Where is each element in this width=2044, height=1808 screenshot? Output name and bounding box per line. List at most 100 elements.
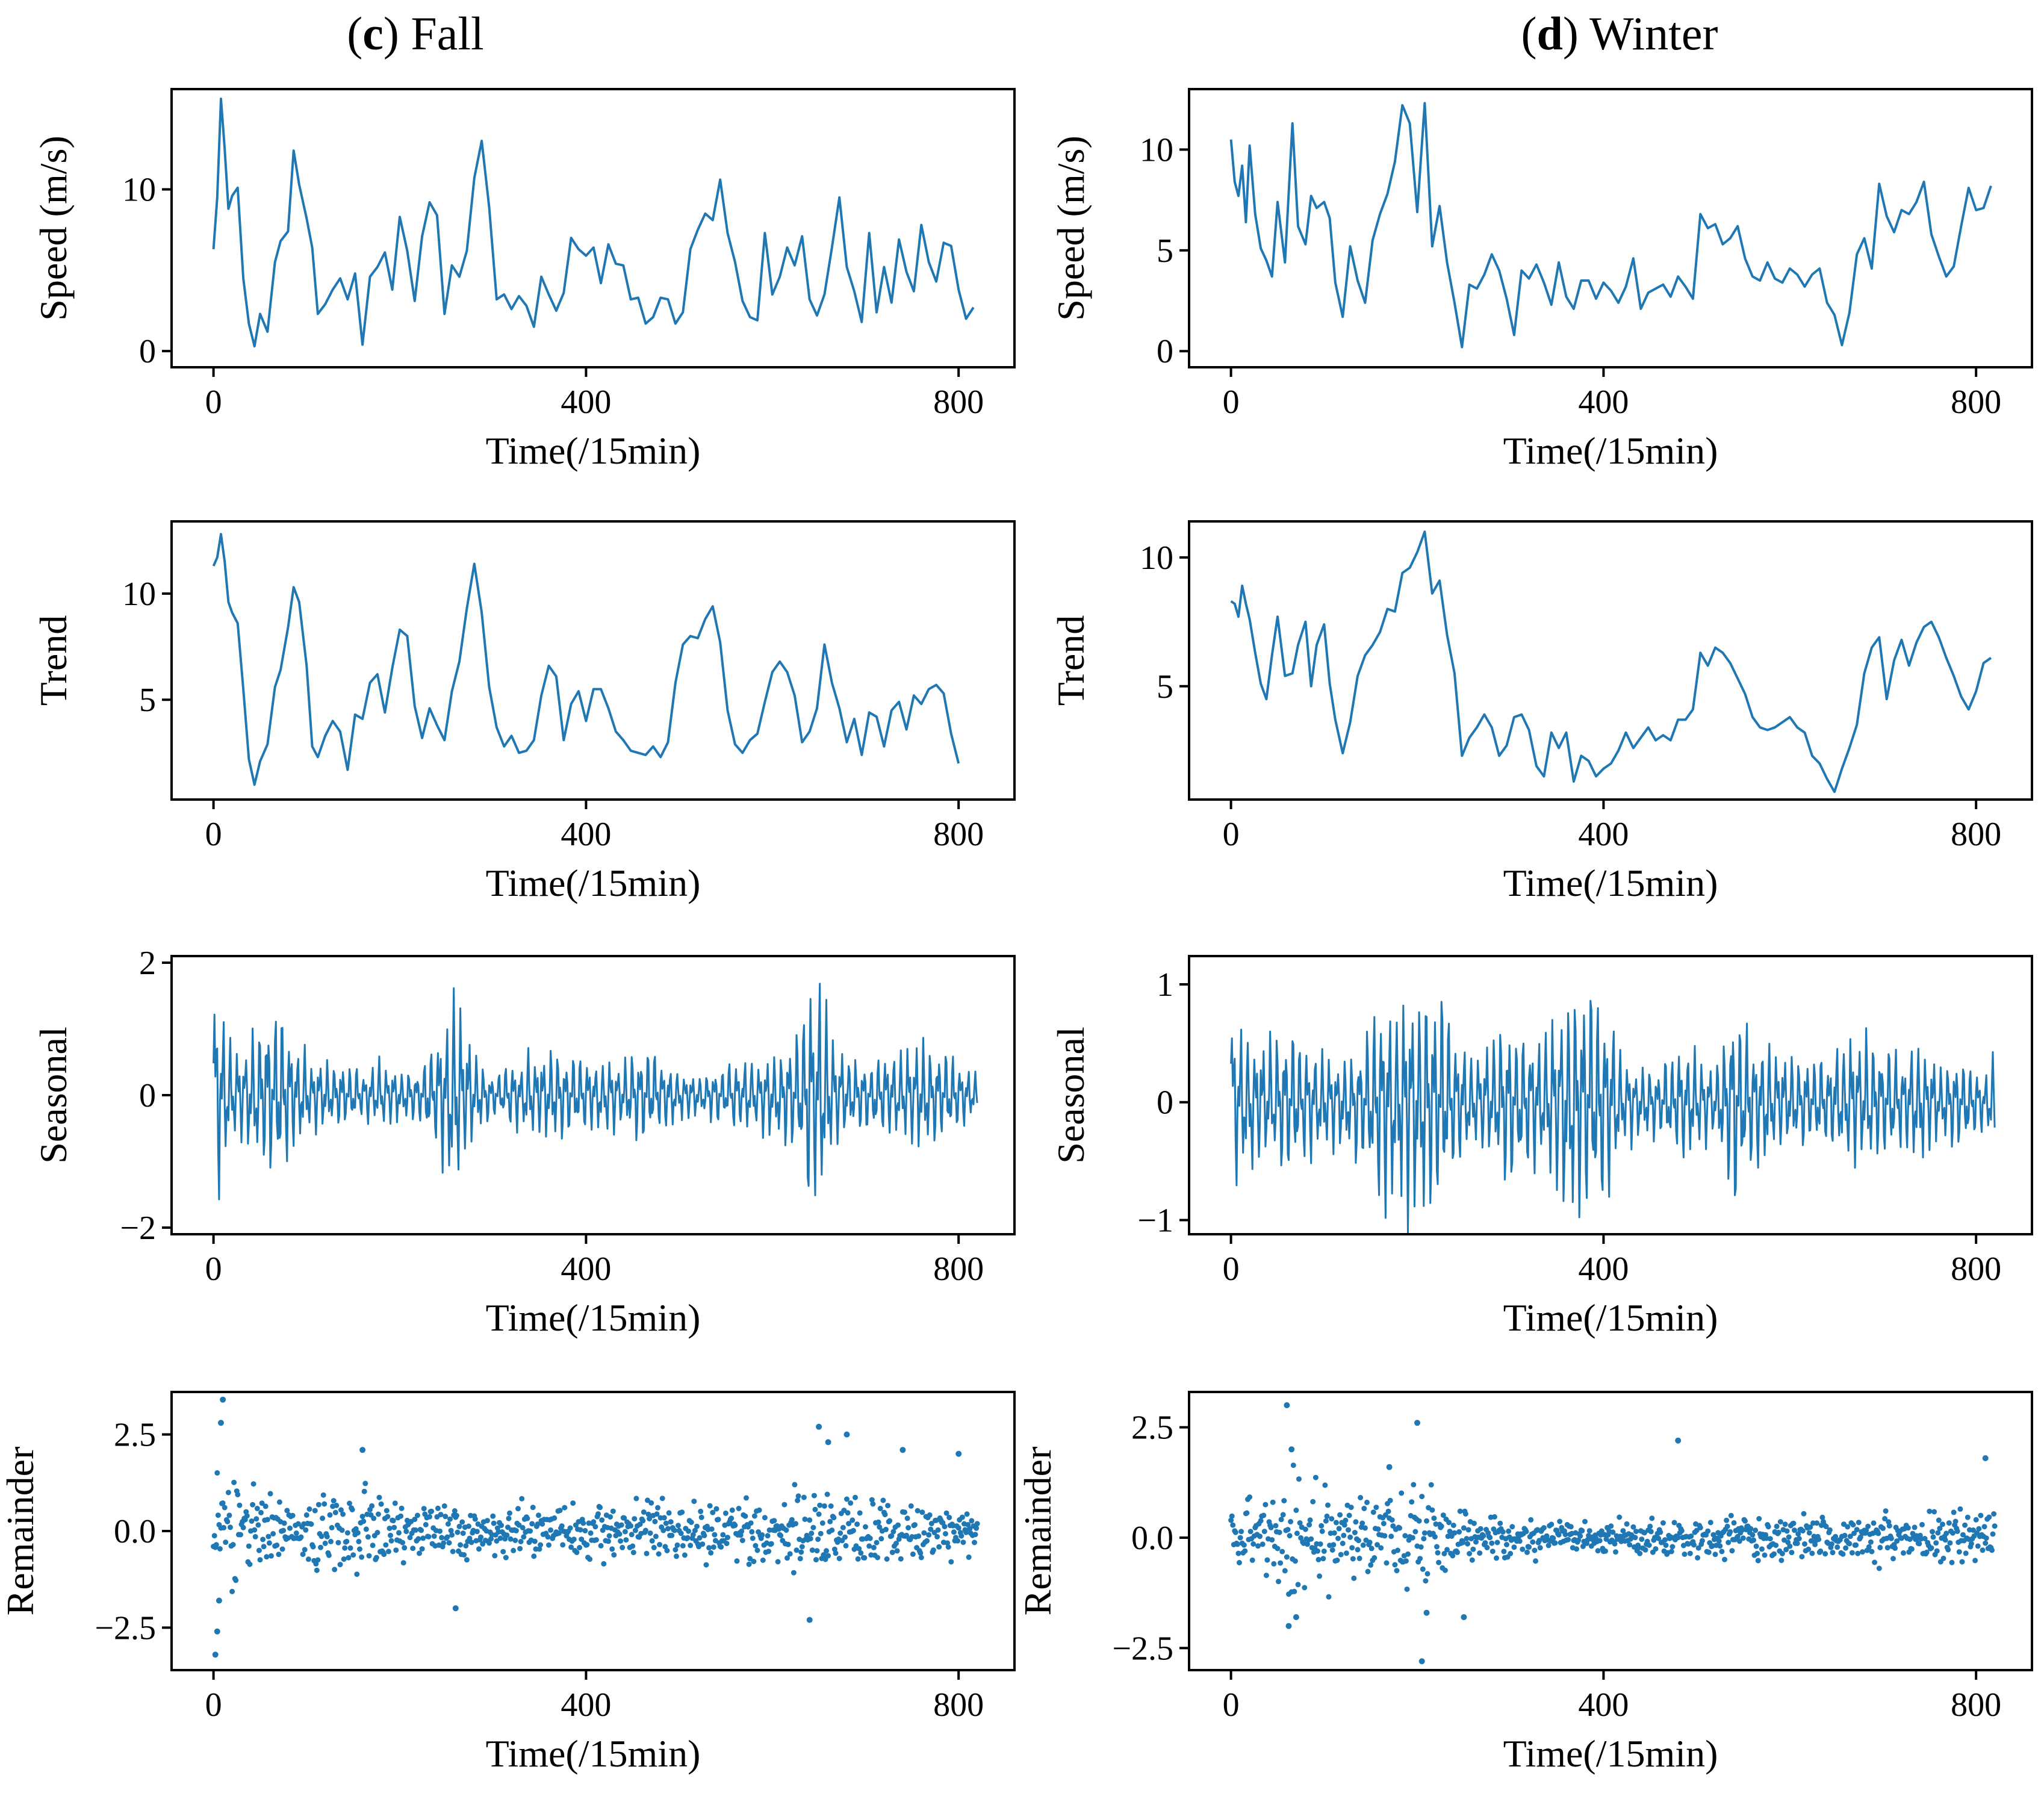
data-point bbox=[435, 1505, 441, 1511]
data-point bbox=[262, 1503, 269, 1509]
x-tick-label: 400 bbox=[1578, 1250, 1629, 1288]
data-point bbox=[1244, 1510, 1250, 1516]
data-point bbox=[854, 1521, 860, 1527]
data-point bbox=[811, 1493, 817, 1499]
data-point bbox=[1912, 1524, 1918, 1530]
x-axis-label: Time(/15min) bbox=[486, 429, 701, 472]
data-point bbox=[1975, 1543, 1981, 1549]
data-point bbox=[529, 1521, 535, 1527]
y-axis-label: Trend bbox=[32, 615, 75, 706]
data-point bbox=[1282, 1568, 1288, 1574]
data-point bbox=[1409, 1535, 1415, 1541]
data-point bbox=[599, 1517, 605, 1523]
data-point bbox=[882, 1512, 888, 1518]
series-line bbox=[1229, 102, 1992, 349]
data-point bbox=[1317, 1541, 1323, 1547]
data-point bbox=[539, 1521, 545, 1527]
data-point bbox=[588, 1530, 594, 1536]
data-point bbox=[831, 1515, 837, 1521]
data-point bbox=[965, 1522, 971, 1527]
data-point bbox=[1404, 1586, 1410, 1592]
data-point bbox=[1356, 1555, 1362, 1561]
y-tick-label: 0 bbox=[139, 1077, 156, 1114]
data-point bbox=[1989, 1547, 1995, 1553]
data-point bbox=[332, 1567, 338, 1573]
data-point bbox=[1382, 1533, 1388, 1539]
data-point bbox=[1753, 1527, 1759, 1533]
data-point bbox=[1890, 1556, 1896, 1562]
data-point bbox=[1951, 1509, 1957, 1515]
plot-frame bbox=[170, 88, 1016, 368]
data-point bbox=[801, 1494, 807, 1500]
data-point bbox=[768, 1541, 774, 1547]
data-point bbox=[707, 1503, 713, 1509]
data-point bbox=[536, 1512, 541, 1518]
data-point bbox=[945, 1544, 951, 1550]
data-point bbox=[732, 1522, 738, 1528]
data-point bbox=[1349, 1545, 1355, 1551]
data-point bbox=[506, 1515, 512, 1521]
data-point bbox=[1950, 1530, 1955, 1536]
data-point bbox=[1403, 1558, 1409, 1564]
data-point bbox=[361, 1488, 367, 1494]
series-line bbox=[212, 533, 960, 786]
x-tick-label: 400 bbox=[1578, 384, 1629, 421]
data-point bbox=[584, 1542, 590, 1548]
y-tick-label: 5 bbox=[139, 682, 156, 719]
data-point bbox=[244, 1513, 250, 1519]
data-point bbox=[524, 1515, 530, 1521]
data-point bbox=[1305, 1541, 1310, 1547]
data-point bbox=[746, 1561, 752, 1567]
data-point bbox=[503, 1555, 509, 1561]
data-point bbox=[1382, 1512, 1388, 1518]
data-point bbox=[341, 1556, 347, 1562]
panel-winter-speed: 0 400 800 0 5 10 Time(/15min) Speed (m/s) bbox=[1049, 88, 2033, 472]
panel-winter-trend: 0 400 800 5 10 Time(/15min) Trend bbox=[1049, 520, 2033, 904]
data-point bbox=[577, 1545, 583, 1550]
data-point bbox=[1373, 1505, 1379, 1511]
data-point bbox=[1484, 1544, 1490, 1550]
data-point bbox=[290, 1512, 296, 1518]
data-point bbox=[1545, 1542, 1552, 1549]
data-point bbox=[1261, 1512, 1267, 1518]
data-point bbox=[1550, 1535, 1556, 1541]
data-point bbox=[685, 1535, 691, 1541]
data-point bbox=[478, 1534, 484, 1540]
data-point bbox=[1335, 1535, 1341, 1541]
data-point bbox=[640, 1518, 646, 1524]
data-point bbox=[1450, 1523, 1456, 1528]
data-point bbox=[606, 1538, 611, 1544]
plot-frame bbox=[1188, 88, 2033, 368]
data-point bbox=[1735, 1533, 1741, 1539]
data-point bbox=[919, 1509, 925, 1515]
data-point bbox=[1952, 1518, 1959, 1524]
data-point bbox=[264, 1554, 270, 1560]
data-point bbox=[1348, 1505, 1354, 1511]
data-point bbox=[1801, 1511, 1807, 1517]
data-point bbox=[513, 1527, 519, 1533]
data-point bbox=[807, 1517, 813, 1523]
data-point bbox=[1742, 1518, 1748, 1524]
data-point bbox=[1822, 1551, 1828, 1557]
data-point bbox=[1378, 1545, 1384, 1551]
data-point bbox=[346, 1555, 352, 1561]
data-point bbox=[1756, 1516, 1762, 1521]
data-point bbox=[1423, 1578, 1429, 1584]
data-point bbox=[511, 1547, 517, 1553]
data-point bbox=[1814, 1520, 1820, 1526]
data-point bbox=[431, 1533, 437, 1539]
data-point bbox=[1247, 1529, 1253, 1535]
data-point bbox=[828, 1503, 834, 1509]
data-point bbox=[468, 1539, 474, 1545]
data-point bbox=[1856, 1520, 1862, 1526]
data-point bbox=[1524, 1549, 1530, 1555]
data-point bbox=[441, 1540, 447, 1546]
data-point bbox=[1880, 1525, 1886, 1531]
data-point bbox=[1710, 1532, 1716, 1538]
data-point bbox=[270, 1531, 276, 1536]
data-point bbox=[1688, 1533, 1694, 1539]
data-point bbox=[802, 1516, 808, 1522]
x-tick-label: 800 bbox=[1951, 384, 2001, 421]
data-point bbox=[369, 1503, 375, 1509]
data-point bbox=[466, 1523, 471, 1529]
